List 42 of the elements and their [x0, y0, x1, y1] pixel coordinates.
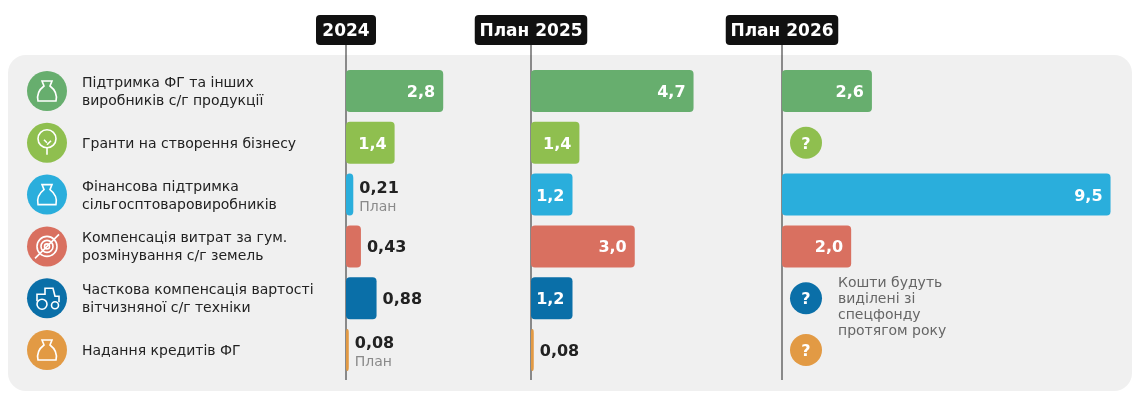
bar	[531, 277, 573, 320]
y-tick-label: Компенсація витрат за гум. розмінування с/г земель	[82, 229, 288, 264]
chart-title: План 2026	[730, 20, 834, 40]
y-tick-label: Надання кредитів ФГ	[82, 342, 241, 358]
y-tick-label: Підтримка ФГ та інших виробників с/г продукції	[82, 74, 264, 108]
bar	[531, 70, 694, 112]
data-label: 3,0	[598, 237, 627, 257]
bar	[531, 329, 534, 371]
bar	[531, 121, 580, 164]
annotation: План	[359, 197, 397, 214]
data-label: 1,2	[536, 289, 565, 309]
bar	[346, 225, 361, 268]
text: ?	[801, 341, 811, 360]
bar	[346, 277, 377, 320]
data-label: 2,0	[814, 237, 844, 257]
bar	[346, 173, 354, 216]
bar	[346, 121, 395, 164]
data-label: 0,43	[366, 237, 407, 257]
bar	[346, 329, 349, 371]
bar	[531, 173, 573, 216]
bar	[531, 225, 635, 268]
data-label: 2,6	[835, 82, 864, 101]
y-tick-label: Гранти на створення бізнесу	[82, 134, 297, 151]
data-label: 4,7	[657, 82, 686, 101]
data-label: 1,4	[543, 133, 572, 153]
annotation: Кошти будуть виділені зі спецфонду протягом року	[838, 274, 947, 339]
chart-title: 2024	[322, 20, 370, 40]
annotation: План	[354, 353, 392, 369]
data-label: 0,21	[359, 177, 399, 197]
y-tick-label: Часткова компенсація вартості вітчизняної с/г техніки	[82, 281, 314, 316]
text: ?	[801, 133, 811, 153]
chart-title: План 2025	[479, 20, 583, 40]
data-label: 0,08	[539, 341, 580, 360]
data-label: 9,5	[1074, 185, 1103, 205]
text: ?	[801, 289, 811, 309]
data-label: 0,08	[354, 333, 395, 352]
data-label: 2,8	[406, 82, 436, 101]
bar	[346, 70, 444, 112]
data-label: 1,4	[358, 133, 387, 153]
data-label: 1,2	[536, 185, 565, 205]
data-label: 0,88	[382, 289, 423, 309]
y-tick-label: Фінансова підтримка сільгосптоваровиробників	[82, 177, 277, 212]
